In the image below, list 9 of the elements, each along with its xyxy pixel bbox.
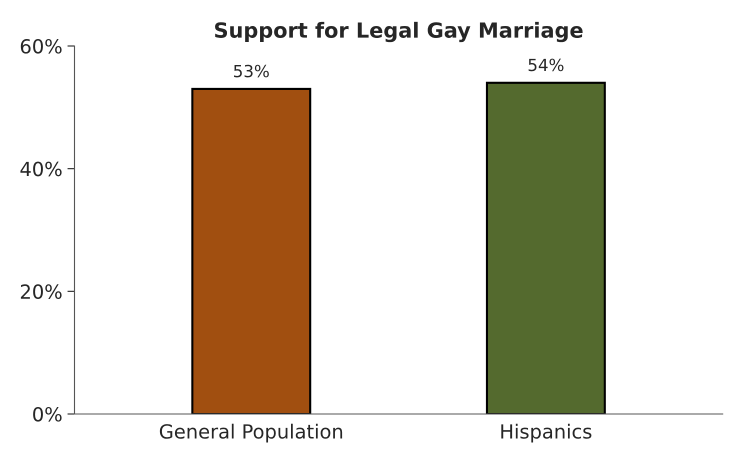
data-label: 54%	[528, 58, 564, 72]
y-tick-label: 0%	[33, 406, 62, 422]
chart-title: Support for Legal Gay Marriage	[215, 22, 583, 42]
x-tick-label: Hispanics	[501, 424, 592, 443]
y-tick-label: 20%	[20, 284, 62, 299]
y-tick-label: 60%	[20, 38, 62, 54]
x-tick-label: General Population	[160, 424, 342, 443]
data-label: 53%	[234, 64, 269, 78]
y-tick-label: 40%	[20, 162, 62, 176]
